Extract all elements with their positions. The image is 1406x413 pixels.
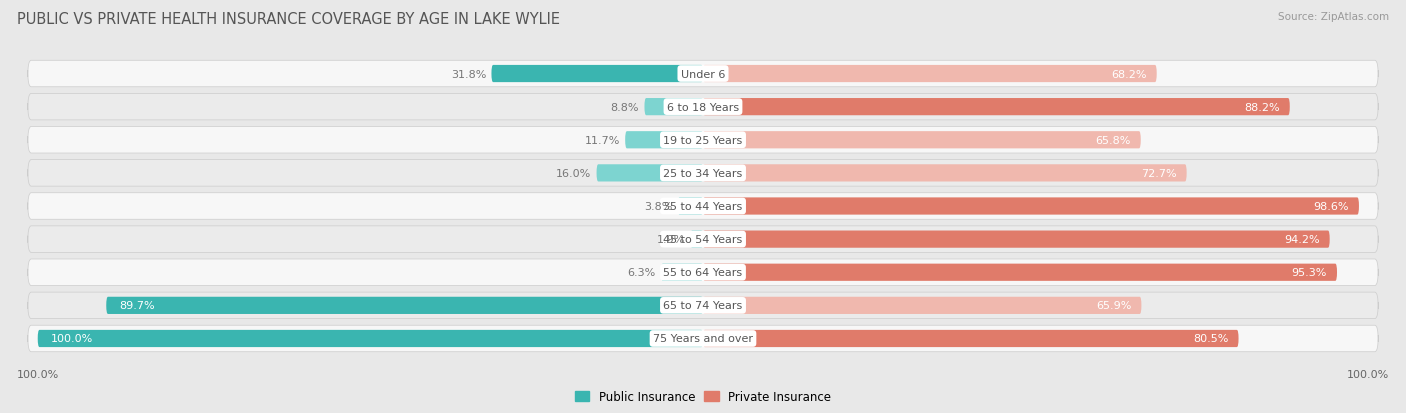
FancyBboxPatch shape — [703, 99, 1289, 116]
FancyBboxPatch shape — [38, 330, 703, 347]
Text: 72.7%: 72.7% — [1142, 169, 1177, 178]
Text: 55 to 64 Years: 55 to 64 Years — [664, 268, 742, 278]
Text: PUBLIC VS PRIVATE HEALTH INSURANCE COVERAGE BY AGE IN LAKE WYLIE: PUBLIC VS PRIVATE HEALTH INSURANCE COVER… — [17, 12, 560, 27]
FancyBboxPatch shape — [28, 325, 1378, 352]
FancyBboxPatch shape — [703, 297, 1142, 314]
FancyBboxPatch shape — [703, 330, 1239, 347]
Legend: Public Insurance, Private Insurance: Public Insurance, Private Insurance — [571, 385, 835, 408]
FancyBboxPatch shape — [28, 160, 1378, 187]
Text: 6 to 18 Years: 6 to 18 Years — [666, 102, 740, 112]
Text: 89.7%: 89.7% — [120, 301, 155, 311]
Text: 19 to 25 Years: 19 to 25 Years — [664, 135, 742, 145]
FancyBboxPatch shape — [107, 297, 703, 314]
Text: 35 to 44 Years: 35 to 44 Years — [664, 202, 742, 211]
FancyBboxPatch shape — [28, 94, 1378, 121]
Text: 8.8%: 8.8% — [610, 102, 640, 112]
Text: 65 to 74 Years: 65 to 74 Years — [664, 301, 742, 311]
FancyBboxPatch shape — [703, 132, 1140, 149]
FancyBboxPatch shape — [28, 292, 1378, 319]
FancyBboxPatch shape — [703, 231, 1330, 248]
Text: 75 Years and over: 75 Years and over — [652, 334, 754, 344]
Text: 88.2%: 88.2% — [1244, 102, 1279, 112]
Text: 95.3%: 95.3% — [1292, 268, 1327, 278]
Text: 68.2%: 68.2% — [1111, 69, 1147, 79]
FancyBboxPatch shape — [28, 259, 1378, 286]
FancyBboxPatch shape — [644, 99, 703, 116]
Text: 45 to 54 Years: 45 to 54 Years — [664, 235, 742, 244]
FancyBboxPatch shape — [28, 127, 1378, 154]
FancyBboxPatch shape — [28, 61, 1378, 88]
FancyBboxPatch shape — [626, 132, 703, 149]
Text: 80.5%: 80.5% — [1194, 334, 1229, 344]
Text: 11.7%: 11.7% — [585, 135, 620, 145]
Text: 1.9%: 1.9% — [657, 235, 685, 244]
Text: 100.0%: 100.0% — [51, 334, 93, 344]
FancyBboxPatch shape — [703, 66, 1157, 83]
FancyBboxPatch shape — [703, 264, 1337, 281]
FancyBboxPatch shape — [661, 264, 703, 281]
FancyBboxPatch shape — [678, 198, 703, 215]
Text: 3.8%: 3.8% — [644, 202, 672, 211]
FancyBboxPatch shape — [690, 231, 703, 248]
Text: Source: ZipAtlas.com: Source: ZipAtlas.com — [1278, 12, 1389, 22]
Text: 98.6%: 98.6% — [1313, 202, 1348, 211]
FancyBboxPatch shape — [703, 198, 1360, 215]
Text: 25 to 34 Years: 25 to 34 Years — [664, 169, 742, 178]
Text: 94.2%: 94.2% — [1284, 235, 1320, 244]
Text: Under 6: Under 6 — [681, 69, 725, 79]
Text: 6.3%: 6.3% — [627, 268, 655, 278]
FancyBboxPatch shape — [703, 165, 1187, 182]
Text: 16.0%: 16.0% — [555, 169, 592, 178]
FancyBboxPatch shape — [28, 226, 1378, 253]
Text: 65.9%: 65.9% — [1097, 301, 1132, 311]
Text: 65.8%: 65.8% — [1095, 135, 1130, 145]
FancyBboxPatch shape — [28, 193, 1378, 220]
FancyBboxPatch shape — [492, 66, 703, 83]
Text: 31.8%: 31.8% — [451, 69, 486, 79]
FancyBboxPatch shape — [596, 165, 703, 182]
